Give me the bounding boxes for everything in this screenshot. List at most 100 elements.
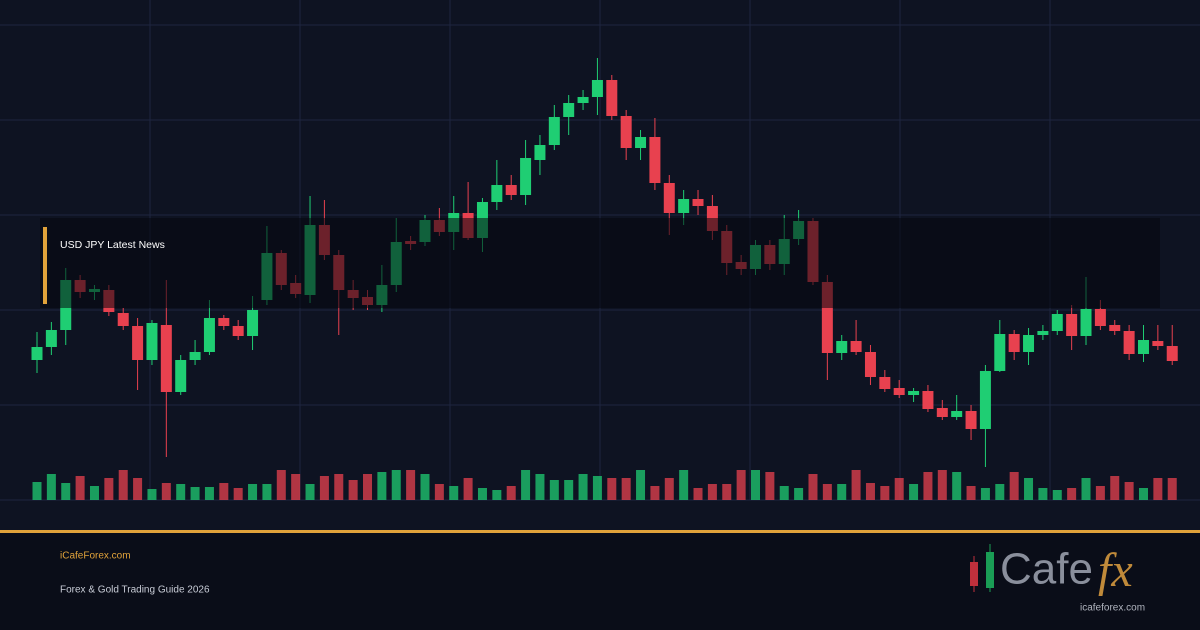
volume-bar (664, 478, 674, 500)
volume-bar (434, 484, 444, 500)
volume-bar (779, 486, 789, 500)
volume-bar (952, 472, 962, 500)
candle-body (649, 137, 661, 183)
candle-body (1137, 340, 1149, 354)
volume-bar (492, 490, 502, 500)
volume-bar (621, 478, 631, 500)
volume-bar (1110, 476, 1120, 500)
volume-bar (291, 474, 301, 500)
logo-fx: fx (1098, 544, 1133, 597)
volume-bar (722, 484, 732, 500)
candle-body (836, 341, 848, 353)
candle-body (678, 199, 690, 213)
volume-bar (1167, 478, 1177, 500)
candle-body (591, 80, 603, 97)
volume-bar (1038, 488, 1048, 500)
candle-body (1051, 314, 1063, 331)
candle-body (692, 199, 704, 206)
candle-body (979, 371, 991, 429)
volume-bar (75, 476, 85, 500)
candle-body (1152, 341, 1164, 346)
candle-body (1080, 309, 1092, 336)
candle-body (1037, 331, 1049, 335)
candle-body (1109, 325, 1121, 331)
volume-bar (607, 478, 617, 500)
volume-bar (966, 486, 976, 500)
volume-bar (549, 480, 559, 500)
candle-body (563, 103, 575, 117)
candle-body (1008, 334, 1020, 352)
volume-bar (1153, 478, 1163, 500)
volume-bar (578, 474, 588, 500)
candle-body (1023, 335, 1035, 352)
candle-body (635, 137, 647, 148)
volume-bar (1067, 488, 1077, 500)
volume-bar (1081, 478, 1091, 500)
volume-bar (923, 472, 933, 500)
candle-body (606, 80, 618, 116)
candle-body (936, 408, 948, 417)
volume-bar (406, 470, 416, 500)
candle-body (146, 323, 158, 360)
candle-body (577, 97, 589, 103)
volume-bar (133, 478, 143, 500)
volume-bar (204, 487, 214, 500)
candle-body (864, 352, 876, 377)
volume-bar (334, 474, 344, 500)
candle-body (160, 325, 172, 392)
volume-bar (909, 484, 919, 500)
footer-tagline: Forex & Gold Trading Guide 2026 (60, 585, 210, 596)
candle-body (951, 411, 963, 417)
candle-body (45, 330, 57, 347)
candle-body (117, 313, 129, 326)
volume-bar (564, 480, 574, 500)
volume-bar (104, 478, 114, 500)
candle-body (132, 326, 144, 360)
volume-bar (865, 483, 875, 500)
candle-body (908, 391, 920, 395)
candle-body (31, 347, 43, 360)
volume-bar (118, 470, 128, 500)
volume-bar (521, 470, 531, 500)
volume-bar (995, 484, 1005, 500)
candle-body (1094, 309, 1106, 326)
volume-bar (348, 480, 358, 500)
candle-body (548, 117, 560, 145)
volume-bar (822, 484, 832, 500)
volume-bar (808, 474, 818, 500)
volume-bar (262, 484, 272, 500)
volume-bar (391, 470, 401, 500)
volume-bar (1052, 490, 1062, 500)
volume-bar (707, 484, 717, 500)
volume-bar (693, 488, 703, 500)
volume-bar (276, 470, 286, 500)
volume-bar (1095, 486, 1105, 500)
volume-bar (980, 488, 990, 500)
candle-body (879, 377, 891, 389)
candle-body (850, 341, 862, 352)
volume-bar (377, 472, 387, 500)
candle-body (620, 116, 632, 148)
volume-bar (147, 489, 157, 500)
volume-bar (751, 470, 760, 500)
volume-bar (363, 474, 373, 500)
logo-icon (970, 544, 994, 592)
volume-bar (190, 487, 200, 500)
logo-url: icafeforex.com (1080, 603, 1145, 614)
volume-bar (420, 474, 430, 500)
candle-body (491, 185, 503, 202)
candle-body (965, 411, 977, 429)
overlay-label: USD JPY Latest News (60, 239, 165, 251)
candle-body (1066, 314, 1078, 336)
volume-bar (449, 486, 459, 500)
candle-body (994, 334, 1006, 371)
volume-bar (851, 470, 861, 500)
candle-body (203, 318, 215, 352)
footer-background (0, 533, 1200, 630)
candle-body (505, 185, 517, 195)
volume-bar (32, 482, 42, 500)
volume-bar (837, 484, 847, 500)
volume-bar (736, 470, 746, 500)
volume-bar (535, 474, 545, 500)
